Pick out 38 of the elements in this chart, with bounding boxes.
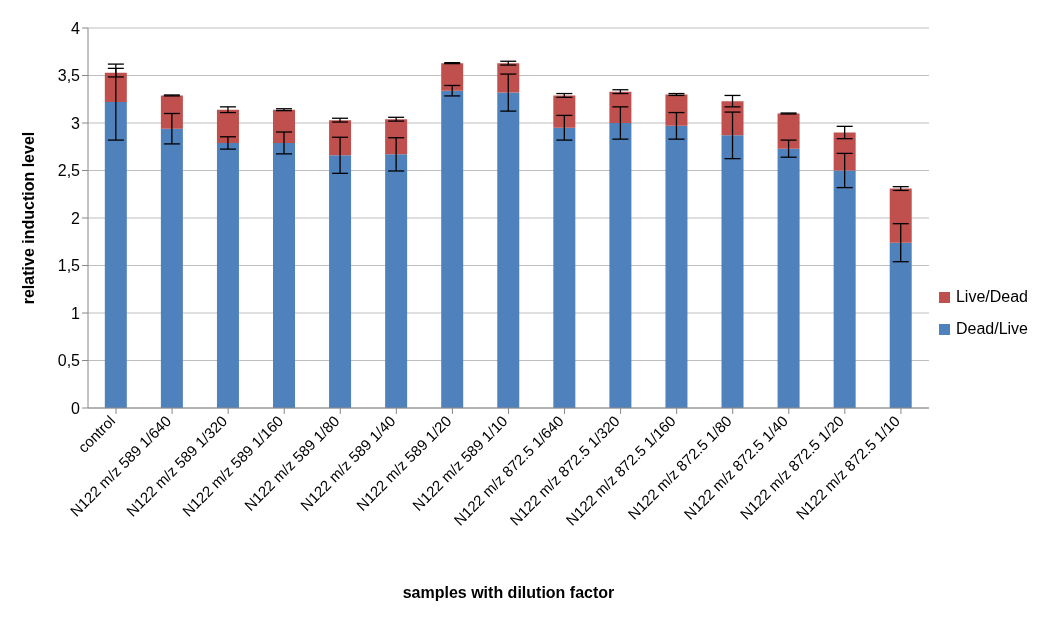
bar [441,63,464,91]
bar [329,155,352,408]
bar [553,127,576,408]
y-tick-label: 1,5 [57,257,81,275]
y-tick-label: 2 [71,209,81,227]
bar [665,94,688,126]
bar [833,170,856,408]
legend-label: Dead/Live [955,320,1028,338]
bar [497,92,520,408]
bar [553,95,576,128]
bar [216,109,239,143]
y-tick-label: 2,5 [57,162,81,180]
bar [385,154,408,408]
bar [609,123,632,408]
bar [441,90,464,408]
bar [833,132,856,171]
bar [160,128,183,408]
bar [609,91,632,123]
y-tick-label: 0,5 [57,352,81,370]
bar [777,148,800,408]
bar [889,188,912,243]
y-tick-label: 1 [71,304,81,322]
bar [216,142,239,408]
y-tick-label: 0 [71,399,81,417]
bar [104,72,127,103]
bar [777,113,800,149]
y-tick-label: 4 [71,19,81,37]
bar [721,135,744,408]
legend-label: Live/Dead [955,288,1028,306]
y-tick-label: 3,5 [57,67,81,85]
x-axis-title: samples with dilution factor [402,584,615,601]
bar [665,125,688,408]
y-axis-title: relative induction level [19,131,37,305]
bar [889,242,912,408]
y-tick-label: 3 [71,114,81,132]
bar [273,109,296,143]
bar [104,102,127,408]
bar [273,142,296,408]
